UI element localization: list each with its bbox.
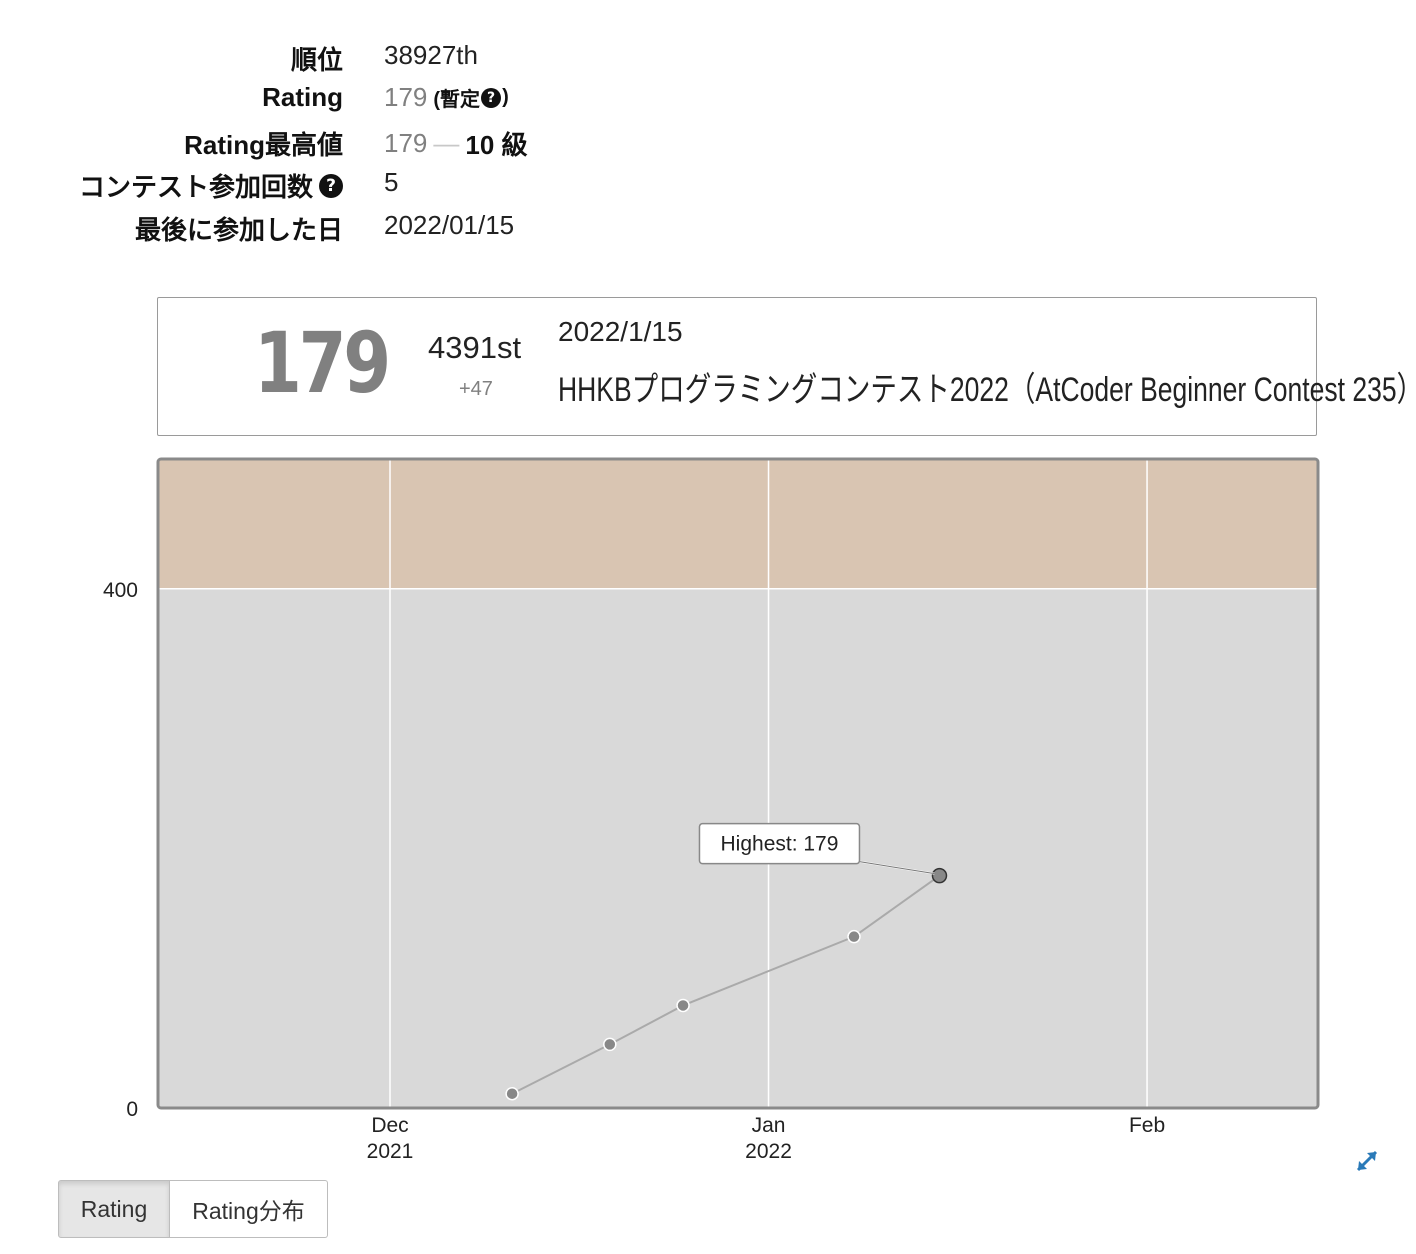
card-rating: 179 <box>254 314 391 412</box>
annotation-text: Highest: 179 <box>721 833 839 856</box>
provisional-close: ) <box>502 86 509 109</box>
x-tick-year-0: 2021 <box>367 1140 414 1163</box>
stat-label-contests-wrap: コンテスト参加回数 ? <box>79 167 343 204</box>
card-contest-name[interactable]: HHKBプログラミングコンテスト2022（AtCoder Beginner Co… <box>558 371 1416 409</box>
card-rating-diff: +47 <box>459 378 493 400</box>
card-rank: 4391st <box>428 330 522 365</box>
rating-color-bands <box>158 459 1318 1108</box>
data-point-1 <box>603 1037 617 1052</box>
stat-value-contests: 5 <box>384 167 399 198</box>
x-tick-month-0: Dec <box>371 1114 408 1137</box>
kyu-badge: 10 級 <box>465 129 528 160</box>
rating-band-1 <box>158 459 1318 589</box>
tab-rating[interactable]: Rating <box>58 1180 170 1238</box>
stat-row-rank: 順位 38927th <box>0 34 1416 76</box>
x-tick-year-1: 2022 <box>745 1140 792 1163</box>
stat-label-highest: Rating最高値 <box>184 129 343 160</box>
stat-value-highest-wrap: 179 — 10 級 <box>384 125 528 162</box>
chart-frame <box>156 457 1320 1110</box>
help-icon[interactable]: ? <box>481 87 502 108</box>
provisional-note: (暫定 ? ) <box>433 83 508 112</box>
chart-gridlines <box>158 459 1318 1108</box>
y-tick-label-0: 0 <box>126 1098 138 1121</box>
chart-tabs: Rating Rating分布 <box>58 1180 328 1238</box>
expand-icon[interactable] <box>1352 1146 1382 1176</box>
card-date: 2022/1/15 <box>558 316 683 347</box>
stat-row-contests: コンテスト参加回数 ? 5 <box>0 161 1416 203</box>
stat-label-rank: 順位 <box>290 45 343 75</box>
data-point-0 <box>505 1086 519 1101</box>
stat-value-rating-wrap: 179 (暫定 ? ) <box>384 82 509 113</box>
x-tick-month-2: Feb <box>1129 1114 1165 1137</box>
x-tick-month-1: Jan <box>752 1114 786 1137</box>
data-point-2 <box>676 998 690 1013</box>
stat-label-contests: コンテスト参加回数 <box>78 172 313 203</box>
rating-chart: 0 400 Dec 2021 Jan 2022 Feb Highest: 179 <box>103 457 1320 1163</box>
stat-value-rank: 38927th <box>384 40 478 70</box>
provisional-label: (暫定 <box>433 89 481 112</box>
data-point-3 <box>847 929 861 944</box>
stat-row-highest: Rating最高値 179 — 10 級 <box>0 119 1416 161</box>
stat-label-last: 最後に参加した日 <box>134 214 343 245</box>
stat-label-rating: Rating <box>262 82 343 113</box>
stat-value-last: 2022/01/15 <box>384 209 515 240</box>
annotation-leader-edge <box>859 861 935 875</box>
help-icon[interactable]: ? <box>319 173 343 198</box>
x-axis-ticks: Dec 2021 Jan 2022 Feb <box>367 1114 1166 1163</box>
user-stats-table: 順位 38927th Rating 179 (暫定 ? ) Rating最高値 … <box>0 34 700 246</box>
stat-row-rating: Rating 179 (暫定 ? ) <box>0 76 1416 118</box>
stat-row-last: 最後に参加した日 2022/01/15 <box>0 204 1416 246</box>
contest-detail-card: 179 4391st +47 2022/1/15 HHKBプログラミングコンテス… <box>157 297 1416 436</box>
annotation-box <box>698 822 861 865</box>
tab-rating-distribution[interactable]: Rating分布 <box>170 1180 328 1238</box>
y-tick-label-1: 400 <box>103 579 138 602</box>
separator-dash: — <box>433 127 460 158</box>
rating-series <box>505 867 948 1101</box>
stat-value-rating: 179 <box>384 82 428 113</box>
data-point-4 <box>931 867 948 884</box>
highest-annotation: Highest: 179 <box>698 822 935 875</box>
stat-value-highest: 179 <box>384 127 428 158</box>
y-axis-ticks: 0 400 <box>103 579 138 1121</box>
